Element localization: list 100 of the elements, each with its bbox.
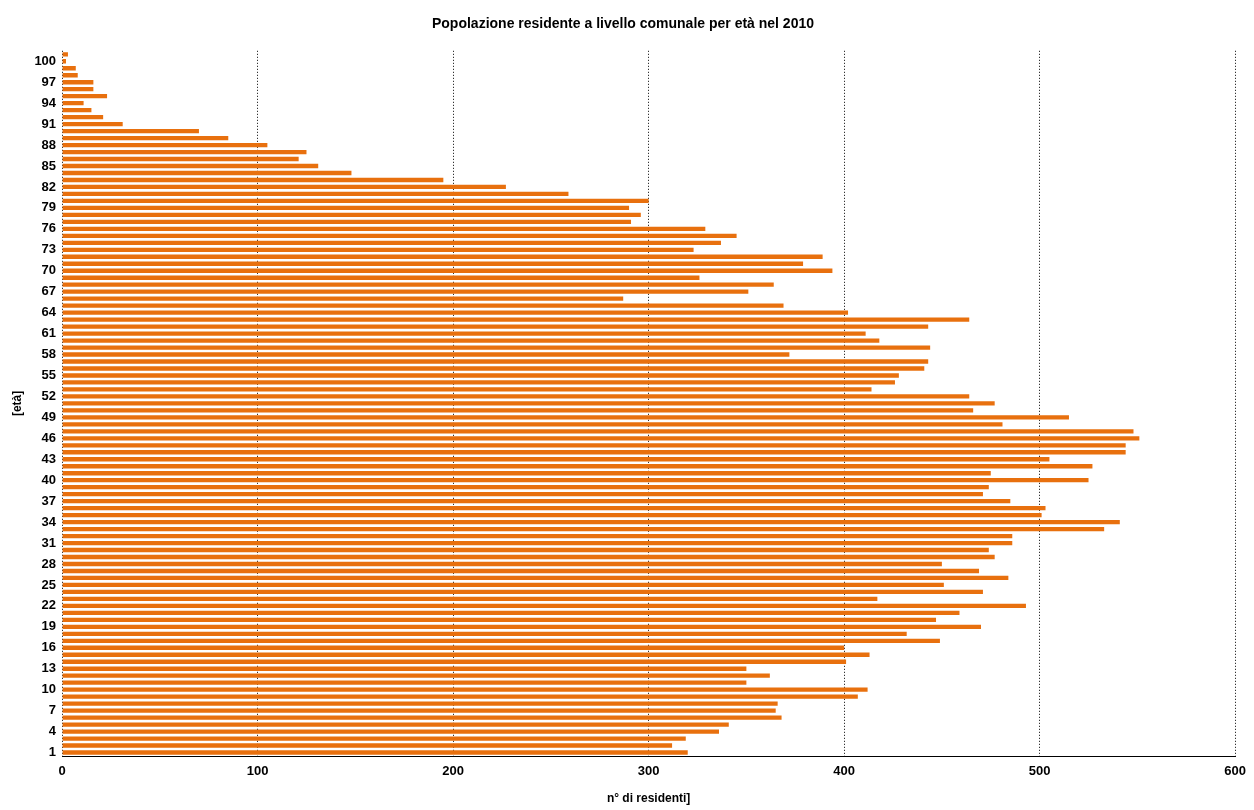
y-tick-label: 85 (41, 157, 57, 173)
bar (62, 163, 319, 169)
bar (62, 596, 878, 602)
bar (62, 715, 782, 720)
y-tick-label: 40 (41, 471, 57, 487)
bar (62, 338, 880, 343)
bar (62, 282, 774, 287)
y-tick-label: 76 (41, 220, 57, 236)
bar (62, 638, 940, 643)
bar (62, 464, 1093, 469)
y-tick-label: 58 (41, 346, 57, 362)
bar (62, 107, 92, 113)
bar (62, 736, 686, 741)
y-tick-label: 52 (41, 388, 57, 403)
bar (62, 247, 694, 252)
x-tick-label: 500 (1028, 763, 1051, 779)
bar (62, 589, 983, 595)
bar (62, 603, 1026, 609)
bar (62, 380, 895, 385)
y-tick-label: 82 (41, 178, 57, 194)
bar (62, 184, 506, 190)
bar (62, 135, 229, 141)
y-tick-label: 22 (41, 597, 57, 613)
bar (62, 443, 1126, 448)
x-tick-label: 100 (246, 763, 269, 779)
bar (62, 289, 749, 294)
y-tick-label: 34 (41, 513, 57, 529)
bar (62, 478, 1089, 483)
bar (62, 645, 845, 650)
y-tick-label: 64 (41, 304, 57, 320)
bar (62, 701, 778, 706)
bar (62, 345, 931, 350)
bar (62, 708, 776, 713)
y-tick-label: 19 (41, 618, 57, 634)
bar (62, 694, 858, 699)
bar (62, 317, 970, 322)
bar (62, 387, 872, 392)
bar (62, 408, 974, 413)
x-tick-label: 0 (58, 763, 66, 779)
bar (62, 142, 268, 148)
bar (62, 568, 980, 574)
bar (62, 191, 569, 197)
bar (62, 66, 76, 71)
y-tick-label: 46 (41, 429, 57, 445)
bar (62, 533, 1013, 539)
bar (62, 101, 84, 106)
bar (62, 310, 849, 315)
bar (62, 415, 1069, 420)
bar (62, 303, 784, 308)
bar (62, 177, 444, 183)
bar (62, 114, 104, 120)
x-axis-title: n° di residenti] (606, 791, 691, 806)
bar (62, 233, 737, 238)
bar (62, 624, 981, 629)
bar (62, 296, 624, 301)
bar (62, 366, 925, 371)
y-tick-label: 91 (41, 115, 57, 131)
bar (62, 94, 108, 99)
y-tick-label: 13 (41, 660, 57, 676)
bar (62, 121, 123, 127)
bar (62, 729, 720, 734)
y-tick-label: 79 (41, 199, 57, 215)
y-tick-label: 7 (48, 702, 57, 718)
y-tick-label: 43 (41, 450, 57, 466)
bar (62, 457, 1050, 462)
bar (62, 743, 673, 748)
y-tick-label: 97 (41, 73, 57, 89)
bar (62, 324, 929, 329)
bar (62, 561, 942, 567)
bar (62, 128, 199, 134)
y-axis-title: [età] (9, 390, 24, 417)
bar (62, 547, 989, 553)
bar (62, 352, 790, 357)
bar (62, 498, 1011, 504)
y-tick-label: 73 (41, 241, 57, 257)
bar (62, 73, 78, 78)
x-tick-label: 300 (637, 763, 660, 779)
y-tick-label: 37 (41, 492, 57, 508)
y-tick-label: 1 (48, 744, 57, 760)
bar (62, 575, 1009, 581)
x-tick-label: 600 (1224, 763, 1247, 779)
bar (62, 80, 94, 85)
bar (62, 170, 352, 176)
bar (62, 680, 747, 685)
bar (62, 394, 970, 399)
y-tick-label: 70 (41, 262, 57, 278)
bar (62, 659, 847, 664)
bar (62, 261, 804, 266)
bar (62, 240, 721, 245)
bar (62, 617, 937, 623)
bar (62, 631, 907, 636)
y-tick-label: 28 (41, 555, 57, 571)
bar (62, 275, 700, 280)
x-tick-label: 400 (833, 763, 855, 779)
bar (62, 492, 983, 497)
y-tick-label: 61 (41, 325, 57, 341)
bar (62, 471, 991, 476)
bar (62, 373, 899, 378)
bar (62, 687, 868, 692)
x-tick-label: 200 (442, 763, 464, 779)
